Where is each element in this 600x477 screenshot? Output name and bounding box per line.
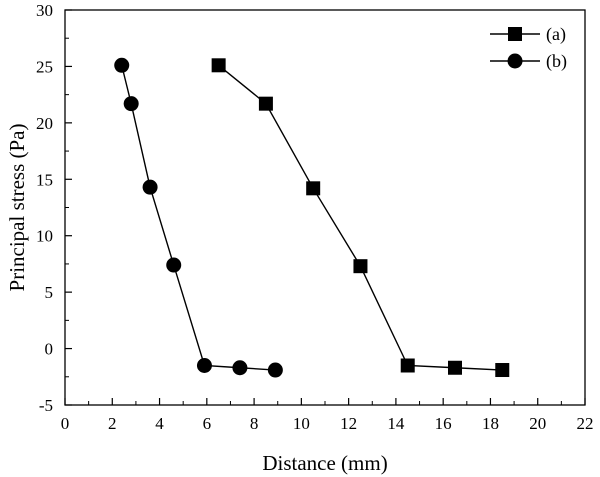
data-point — [258, 96, 273, 111]
x-tick-label: 10 — [293, 414, 310, 433]
y-axis-title: Principal stress (Pa) — [5, 124, 29, 292]
series-layer — [114, 57, 510, 378]
data-point — [448, 360, 462, 375]
y-tick-label: 25 — [36, 57, 53, 76]
y-tick-label: -5 — [39, 396, 53, 415]
y-axis-ticks: -5 0 5 10 15 20 25 30 — [36, 1, 72, 415]
y-tick-label: 10 — [36, 227, 53, 246]
y-tick-label: 15 — [36, 170, 53, 189]
x-tick-label: 2 — [108, 414, 117, 433]
series-line — [121, 65, 276, 371]
y-tick-label: 0 — [45, 340, 54, 359]
data-point — [123, 96, 139, 112]
y-tick-label: 20 — [36, 114, 53, 133]
data-point — [232, 360, 248, 376]
x-tick-label: 6 — [203, 414, 212, 433]
legend-label: (b) — [546, 51, 567, 72]
data-point — [400, 358, 415, 373]
data-point — [267, 362, 283, 378]
x-tick-label: 12 — [340, 414, 357, 433]
legend-marker — [508, 27, 522, 41]
series-line — [218, 64, 503, 371]
y-tick-label: 30 — [36, 1, 53, 20]
x-tick-label: 18 — [482, 414, 499, 433]
legend: (a) (b) — [490, 24, 567, 72]
x-tick-label: 0 — [61, 414, 70, 433]
data-point — [306, 181, 321, 196]
data-point — [142, 179, 158, 195]
data-point — [166, 257, 182, 273]
y-tick-label: 5 — [45, 283, 54, 302]
x-tick-label: 14 — [387, 414, 405, 433]
data-point — [196, 358, 212, 373]
legend-label: (a) — [546, 24, 566, 45]
x-tick-label: 20 — [529, 414, 546, 433]
series-2 — [114, 57, 283, 378]
data-point — [495, 363, 510, 378]
x-tick-label: 4 — [155, 414, 164, 433]
data-point — [114, 57, 130, 73]
series-1 — [211, 58, 510, 378]
data-point — [211, 58, 226, 73]
x-tick-label: 22 — [577, 414, 594, 433]
x-axis-title: Distance (mm) — [262, 451, 387, 475]
x-axis-ticks: 0 2 4 6 8 10 12 14 16 18 20 22 — [61, 398, 594, 433]
x-tick-label: 16 — [435, 414, 452, 433]
data-point — [353, 259, 368, 274]
x-tick-label: 8 — [250, 414, 259, 433]
legend-marker — [507, 53, 523, 69]
